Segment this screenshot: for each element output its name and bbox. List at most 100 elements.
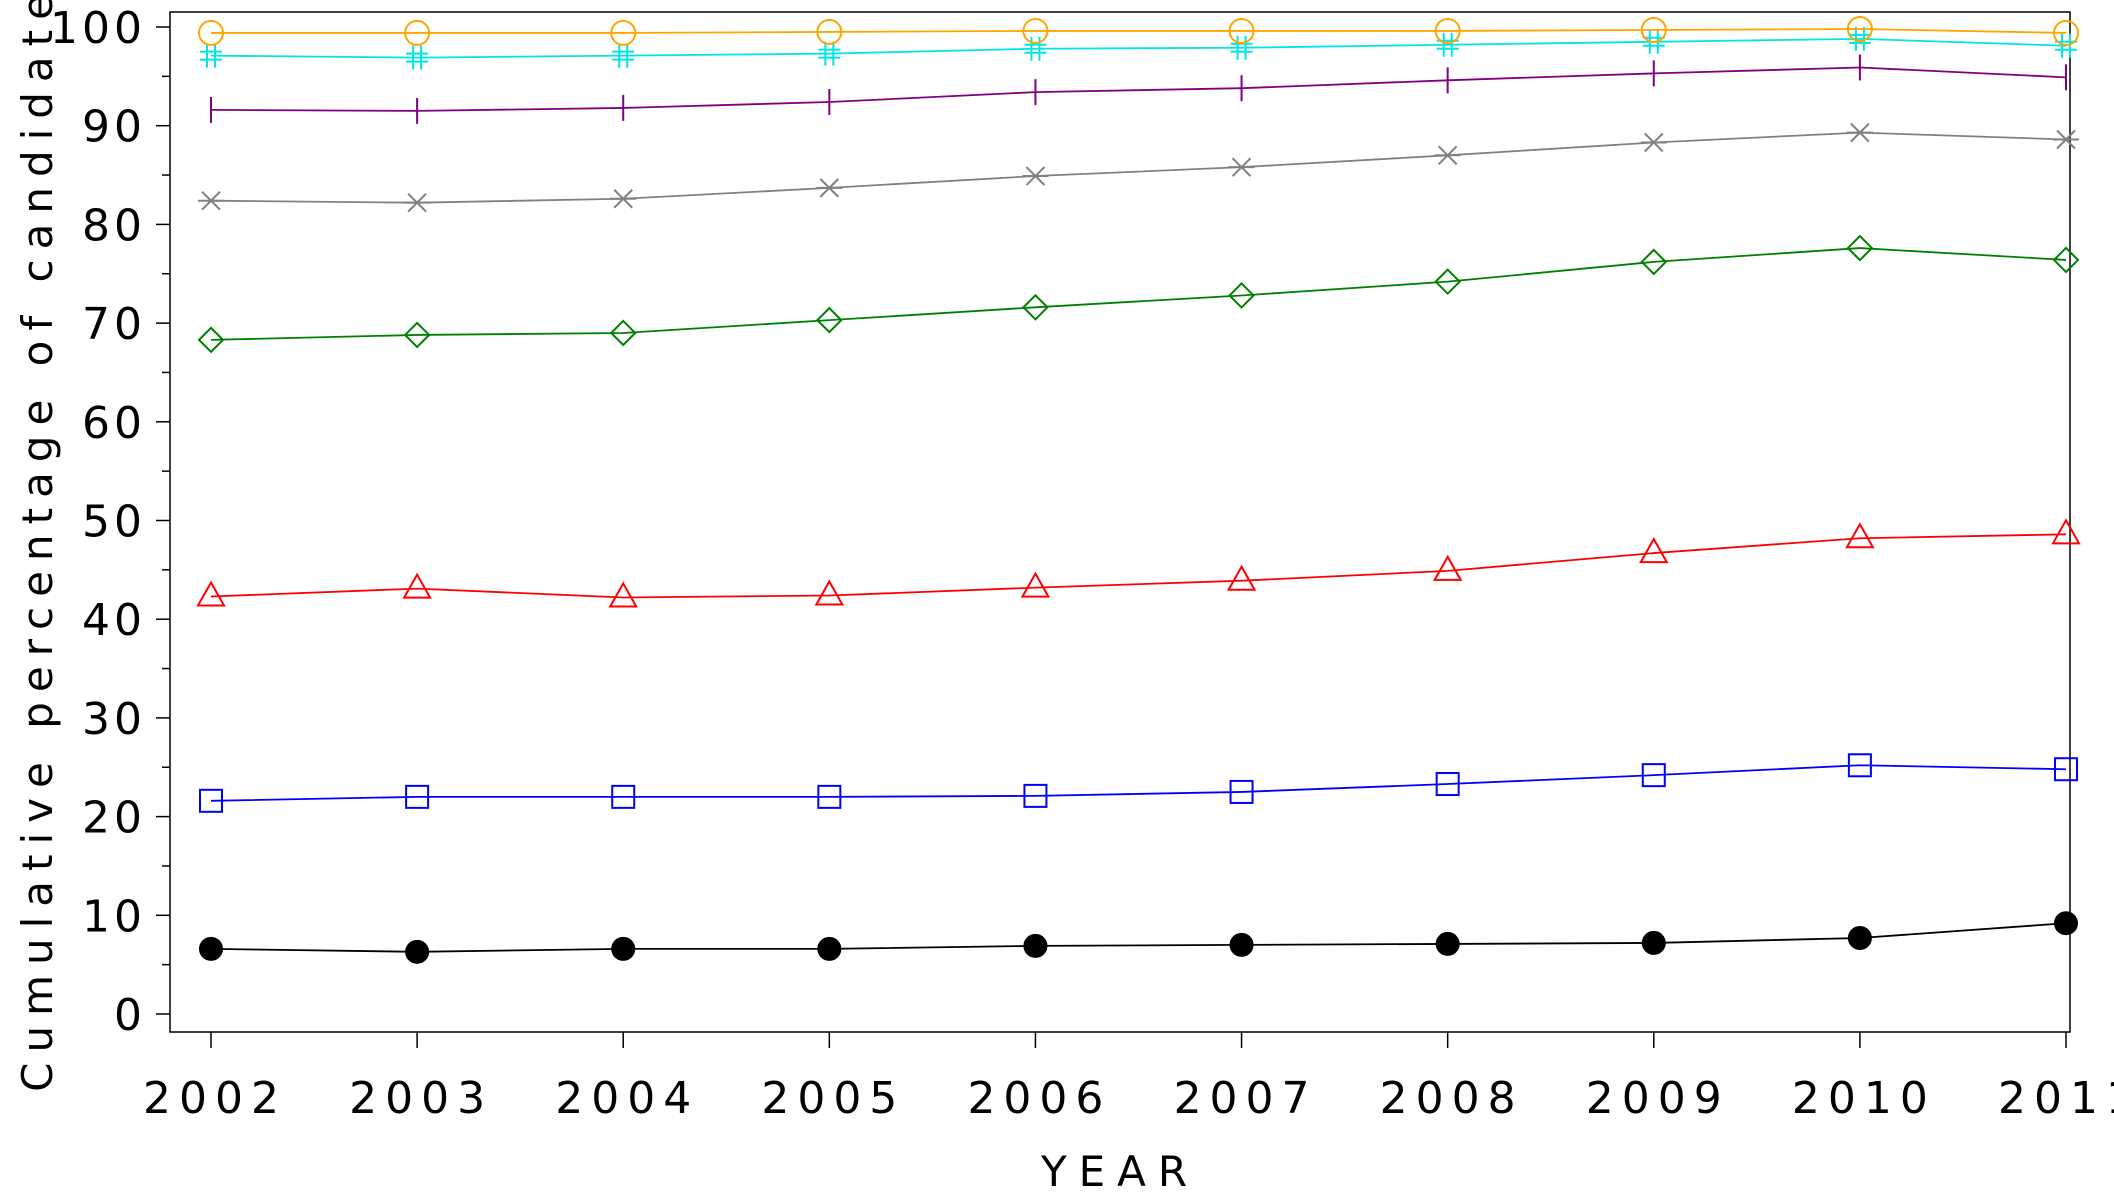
data-point (197, 326, 225, 354)
series-line (210, 37, 2067, 59)
data-point (1228, 157, 1255, 177)
x-tick-label: 2002 (143, 1073, 287, 1124)
y-tick-label: 80 (82, 200, 146, 251)
series-line (210, 247, 2067, 341)
data-point (1847, 926, 1872, 951)
data-point (817, 784, 842, 809)
x-tick-label: 2007 (1174, 1073, 1318, 1124)
data-point (608, 581, 638, 608)
data-point (2053, 129, 2079, 150)
series-line (210, 66, 2067, 112)
data-point (1847, 753, 1872, 778)
x-tick-label: 2006 (967, 1073, 1111, 1124)
data-point (1229, 779, 1254, 804)
data-point (2052, 246, 2080, 274)
data-point (406, 45, 429, 70)
x-tick-label: 2003 (349, 1073, 493, 1124)
data-point (196, 580, 226, 607)
data-point (1228, 282, 1255, 309)
data-point (2051, 518, 2081, 545)
x-axis-title: YEAR (1040, 1147, 1199, 1196)
data-point (1640, 248, 1668, 276)
data-point (403, 321, 431, 349)
data-point (1435, 772, 1460, 797)
x-tick-label: 2011 (1998, 1073, 2114, 1124)
data-point (1023, 933, 1048, 958)
data-point (200, 43, 222, 68)
data-point (1022, 17, 1049, 44)
y-axis: 0 10 20 30 40 50 60 70 80 90 100 (50, 3, 170, 1041)
data-point (1230, 35, 1253, 60)
x-axis: 2002 2003 2004 2005 2006 2007 2008 2009 2010 2011 (143, 1032, 2114, 1124)
data-point (1022, 166, 1049, 186)
data-point (199, 788, 223, 813)
x-tick-label: 2005 (761, 1073, 905, 1124)
data-point (611, 784, 636, 809)
y-tick-label: 50 (82, 497, 146, 548)
data-point (1846, 122, 1873, 143)
x-tick-label: 2004 (555, 1073, 699, 1124)
data-point (612, 43, 635, 68)
data-point (199, 936, 223, 961)
data-point (1846, 234, 1874, 262)
x-tick-label: 2008 (1380, 1073, 1524, 1124)
series-hash (200, 26, 2077, 70)
data-point (198, 191, 224, 211)
data-point (1229, 932, 1254, 957)
series-line (210, 922, 2067, 953)
x-tick-label: 2009 (1586, 1073, 1730, 1124)
data-point (1846, 15, 1873, 42)
data-point (815, 306, 843, 334)
data-point (1434, 145, 1461, 166)
data-point (817, 936, 842, 961)
data-point (1432, 554, 1463, 581)
y-axis-title: Cumulative percentage of candidates (13, 0, 62, 1092)
data-point (404, 19, 431, 46)
plot-frame (169, 11, 2071, 1033)
data-point (610, 19, 637, 46)
data-point (2053, 19, 2079, 46)
y-tick-label: 60 (82, 398, 146, 449)
series-line (210, 131, 2067, 204)
data-point (1022, 293, 1049, 321)
data-point (816, 178, 843, 198)
data-point (1848, 26, 1871, 51)
data-point (405, 784, 430, 809)
data-point (611, 936, 636, 961)
data-point (1024, 36, 1047, 61)
y-tick-label: 100 (50, 3, 146, 54)
y-tick-label: 0 (114, 990, 146, 1041)
data-point (1435, 931, 1460, 956)
data-point (1020, 571, 1051, 598)
data-point (1434, 17, 1461, 44)
data-point (1226, 564, 1257, 591)
series-triangle (196, 518, 2081, 608)
series-plus (210, 54, 2067, 124)
series-circle (198, 15, 2079, 46)
data-point (1434, 268, 1462, 296)
data-point (814, 579, 845, 606)
y-tick-label: 40 (82, 595, 146, 646)
series-star (198, 122, 2079, 213)
data-point (818, 41, 841, 66)
data-point (404, 192, 431, 213)
data-point (1641, 763, 1666, 788)
series-line (210, 764, 2067, 802)
y-tick-label: 20 (82, 793, 146, 844)
data-point (1436, 32, 1459, 57)
series-line (211, 28, 2067, 34)
data-point (816, 18, 843, 45)
series-diamond (197, 234, 2080, 354)
data-point (402, 572, 432, 599)
y-tick-label: 30 (82, 694, 146, 745)
data-point (1641, 930, 1666, 955)
data-point (1228, 17, 1255, 44)
data-point (1639, 537, 1669, 564)
data-point (2054, 911, 2078, 936)
series-group (196, 15, 2081, 964)
data-point (405, 939, 430, 964)
y-tick-label: 70 (82, 299, 146, 350)
x-tick-label: 2010 (1792, 1073, 1936, 1124)
plot-border (169, 11, 2071, 1033)
data-point (2055, 33, 2077, 58)
